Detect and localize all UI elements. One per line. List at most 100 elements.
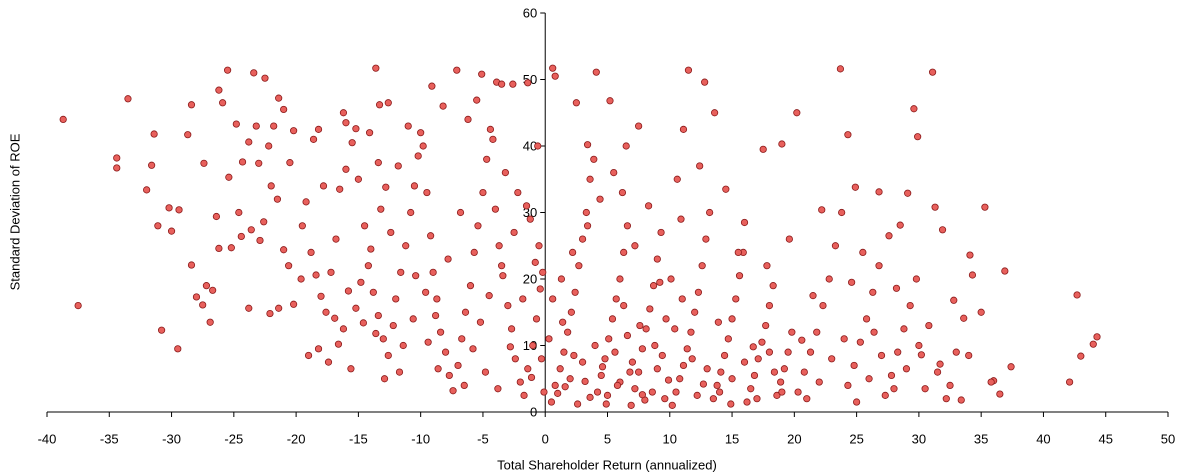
point [1077, 352, 1085, 360]
point [785, 235, 793, 243]
point [881, 391, 889, 399]
point [709, 395, 717, 403]
point [844, 131, 852, 139]
point [636, 321, 644, 330]
point [844, 381, 852, 389]
point [701, 78, 709, 86]
point [769, 282, 777, 290]
x-tick-label: 30 [912, 431, 926, 446]
point [187, 261, 196, 269]
point [646, 305, 654, 313]
point [803, 395, 811, 403]
point [498, 262, 506, 270]
point [694, 288, 703, 296]
point [870, 328, 878, 336]
point [906, 301, 914, 310]
point [608, 315, 617, 323]
point [778, 388, 786, 396]
y-axis-title: Standard Deviation of ROE [7, 133, 22, 290]
point [740, 218, 749, 227]
point [900, 325, 908, 333]
point [942, 395, 950, 403]
point [602, 400, 610, 408]
point [469, 345, 477, 353]
point [875, 188, 883, 196]
point [434, 365, 442, 373]
x-tick-label: 40 [1036, 431, 1050, 446]
point [806, 348, 815, 356]
point [232, 120, 240, 128]
point [753, 395, 761, 403]
point [938, 226, 947, 234]
point [773, 391, 781, 399]
point [322, 308, 330, 316]
point [409, 315, 417, 323]
point [524, 79, 532, 87]
point [522, 202, 531, 210]
point [481, 368, 490, 376]
point [788, 328, 796, 336]
point [631, 242, 639, 250]
point [456, 208, 465, 217]
point [706, 208, 714, 217]
point [526, 215, 534, 223]
point [848, 278, 856, 286]
point [476, 318, 485, 326]
point [256, 236, 264, 245]
y-tick-label: 40 [523, 138, 537, 153]
point [642, 325, 650, 333]
point [743, 398, 751, 406]
point [510, 228, 518, 237]
point [631, 385, 639, 393]
point [319, 182, 328, 190]
point [433, 295, 441, 303]
point [840, 335, 848, 343]
point [298, 222, 306, 230]
point [645, 202, 653, 210]
point [209, 286, 217, 294]
point [314, 345, 323, 353]
point [1093, 333, 1101, 341]
point [374, 159, 382, 167]
point [623, 331, 632, 340]
point [727, 400, 735, 408]
point [800, 368, 808, 376]
point [1066, 378, 1074, 386]
point [453, 66, 461, 74]
point [495, 242, 503, 250]
point [206, 318, 214, 326]
point [225, 173, 233, 181]
point [407, 208, 415, 217]
point [648, 388, 656, 396]
x-tick-label: -20 [287, 431, 306, 446]
point [696, 162, 704, 170]
point [285, 262, 293, 270]
point [616, 275, 624, 283]
point [749, 343, 757, 351]
point [514, 188, 522, 197]
point [124, 95, 132, 103]
point [931, 203, 939, 211]
point [862, 315, 871, 323]
point [574, 400, 582, 408]
point [245, 138, 253, 146]
point [348, 139, 356, 147]
point [699, 380, 708, 388]
point [324, 358, 333, 366]
point [549, 295, 557, 303]
point [720, 351, 729, 360]
point [380, 375, 389, 383]
point [853, 398, 861, 406]
point [445, 371, 453, 380]
x-tick-label: -5 [477, 431, 489, 446]
point [981, 203, 989, 211]
point [765, 348, 774, 356]
point [627, 401, 635, 409]
point [354, 175, 362, 183]
point [856, 338, 864, 346]
point [836, 65, 845, 73]
point [327, 268, 335, 276]
point [936, 360, 944, 368]
point [417, 129, 425, 137]
point [423, 188, 431, 197]
